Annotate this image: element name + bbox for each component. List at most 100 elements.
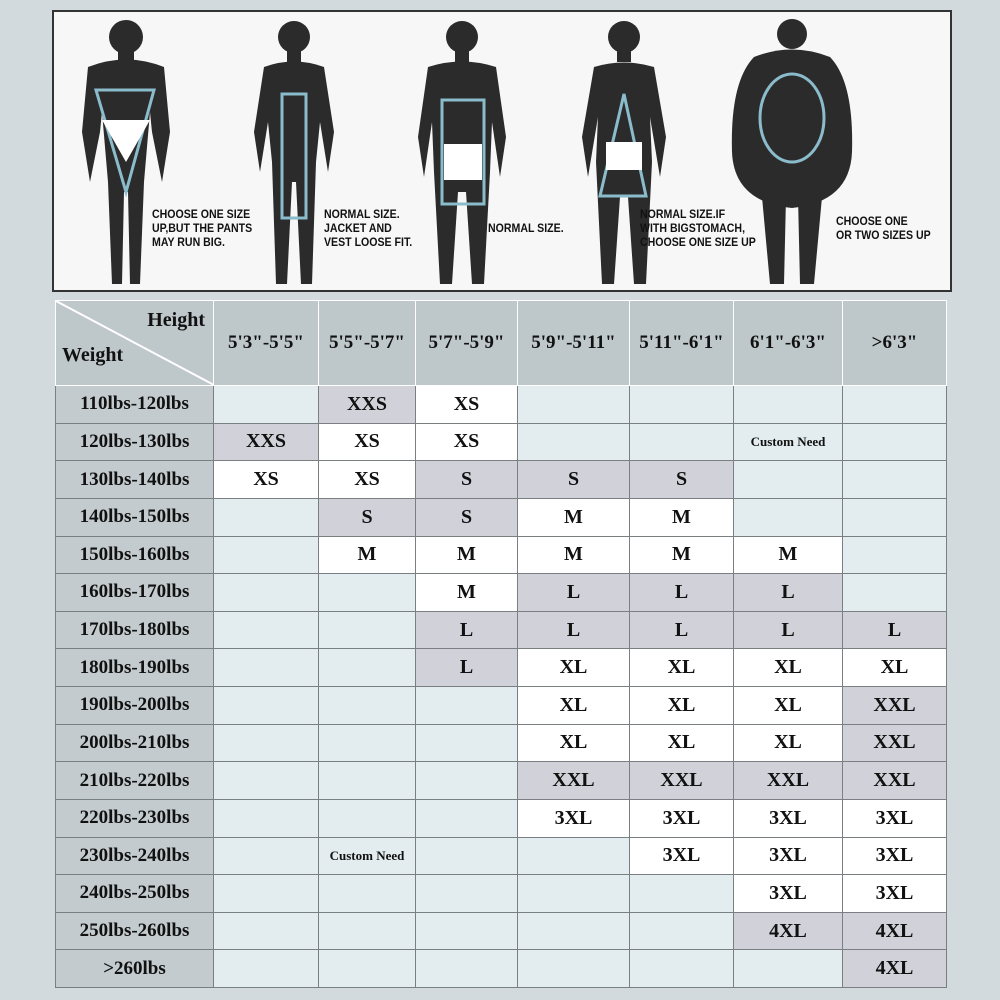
size-cell [842,497,947,537]
size-cell: M [318,535,416,575]
table-row: 120lbs-130lbs XXS XS XS Custom Need [55,422,947,462]
body-silhouettes [82,19,853,284]
size-cell: L [517,610,630,650]
size-cell: 4XL [842,911,947,951]
height-column-header: 5'5"-5'7" [318,300,416,386]
weight-row-header: 200lbs-210lbs [55,723,214,763]
weight-row-header: 160lbs-170lbs [55,573,214,612]
size-cell: XXS [318,385,416,424]
height-column-header: 5'3"-5'5" [213,300,319,386]
size-cell [733,497,843,537]
size-cell: M [629,535,734,575]
size-cell: S [415,497,518,537]
table-row: 130lbs-140lbs XS XS S S S [55,460,947,499]
weight-row-header: 220lbs-230lbs [55,798,214,838]
table-row: 250lbs-260lbs 4XL 4XL [55,911,947,951]
figure-note: CHOOSE ONE OR TWO SIZES UP [836,216,931,242]
size-cell: L [629,573,734,612]
size-cell [318,610,416,650]
table-row: >260lbs 4XL [55,949,947,988]
size-cell: XXL [629,761,734,800]
size-cell [213,573,319,612]
size-cell: 3XL [629,798,734,838]
table-row: 220lbs-230lbs 3XL 3XL 3XL 3XL [55,798,947,838]
size-cell: M [517,535,630,575]
weight-row-header: 150lbs-160lbs [55,535,214,575]
size-cell: 3XL [629,836,734,876]
size-cell [415,798,518,838]
size-cell: XL [517,723,630,763]
weight-row-header: 170lbs-180lbs [55,610,214,650]
size-cell: XXS [213,422,319,462]
size-cell: 3XL [842,836,947,876]
size-cell [318,874,416,913]
weight-row-header: 110lbs-120lbs [55,385,214,424]
size-cell: XXL [842,723,947,763]
size-cell: S [415,460,518,499]
size-cell: M [517,497,630,537]
size-cell: 4XL [733,911,843,951]
size-cell [517,836,630,876]
size-cell [629,385,734,424]
figure-note: NORMAL SIZE. JACKET AND VEST LOOSE FIT. [324,209,413,249]
outline-rectangle [440,98,486,206]
size-cell: XL [517,686,630,725]
figure-note: NORMAL SIZE.IF WITH BIGSTOMACH, CHOOSE O… [640,209,756,249]
silhouette-triangle [582,21,666,284]
table-row: 230lbs-240lbs Custom Need 3XL 3XL 3XL [55,836,947,876]
size-cell [629,422,734,462]
figure-note: CHOOSE ONE SIZE UP,BUT THE PANTS MAY RUN… [152,209,253,249]
weight-row-header: 240lbs-250lbs [55,874,214,913]
size-cell: M [415,573,518,612]
weight-row-header: 140lbs-150lbs [55,497,214,537]
size-cell [733,385,843,424]
size-cell: 3XL [517,798,630,838]
height-column-header: 5'9"-5'11" [517,300,630,386]
size-cell: Custom Need [733,422,843,462]
size-cell: 4XL [842,949,947,988]
size-cell [517,385,630,424]
body-type-panel: CHOOSE ONE SIZE UP,BUT THE PANTS MAY RUN… [52,10,952,292]
table-row: 190lbs-200lbs XL XL XL XXL [55,686,947,725]
height-column-header: 5'7"-5'9" [415,300,518,386]
size-cell [629,911,734,951]
size-cell [517,874,630,913]
size-cell: XL [517,648,630,687]
height-column-header: 6'1"-6'3" [733,300,843,386]
size-cell [842,573,947,612]
size-cell [415,686,518,725]
outline-oval [758,72,826,164]
size-cell [842,460,947,499]
size-cell: XL [629,686,734,725]
size-cell [415,761,518,800]
size-cell: L [842,610,947,650]
size-cell: 3XL [842,798,947,838]
size-cell [517,422,630,462]
size-cell: XS [318,422,416,462]
size-cell: Custom Need [318,836,416,876]
table-row: 140lbs-150lbs S S M M [55,497,947,537]
table-row: 180lbs-190lbs L XL XL XL XL [55,648,947,687]
size-cell: L [733,573,843,612]
size-cell: 3XL [733,798,843,838]
size-cell: 3XL [733,836,843,876]
size-cell: XL [842,648,947,687]
size-cell [318,723,416,763]
weight-row-header: >260lbs [55,949,214,988]
size-cell [318,798,416,838]
size-cell [318,761,416,800]
size-cell: M [629,497,734,537]
size-cell [213,874,319,913]
size-cell [213,911,319,951]
size-cell: S [318,497,416,537]
size-cell [213,949,319,988]
size-cell: L [415,648,518,687]
size-cell [213,836,319,876]
size-cell [213,535,319,575]
size-cell: M [733,535,843,575]
size-cell [415,836,518,876]
size-cell [517,949,630,988]
table-row: 210lbs-220lbs XXL XXL XXL XXL [55,761,947,800]
size-cell: L [517,573,630,612]
size-cell [733,460,843,499]
